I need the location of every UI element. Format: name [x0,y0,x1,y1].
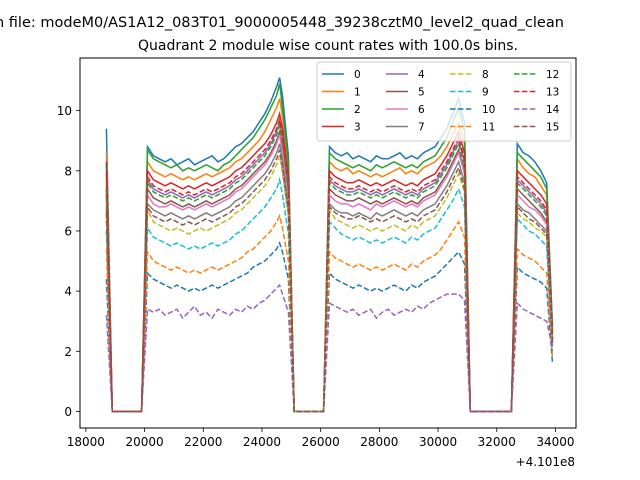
x-tick-label: 20000 [125,435,163,449]
x-axis: 18000 20000 22000 24000 26000 28000 30000 32000… [67,428,575,449]
legend-label-4: 4 [418,69,425,81]
y-tick-label: 8 [64,164,72,178]
y-tick-label: 4 [64,285,72,299]
plot-lines [105,77,554,413]
legend-label-2: 2 [354,104,361,116]
y-axis: 0 2 4 6 8 10 [57,104,80,419]
series-line-12 [105,122,554,413]
legend-label-6: 6 [418,104,425,116]
legend-label-12: 12 [546,69,559,81]
figure-suptitle: n file: modeM0/AS1A12_083T01_9000005448_… [0,15,564,31]
x-offset-label: +4.101e8 [516,455,575,469]
legend-label-1: 1 [354,87,361,99]
y-tick-label: 10 [57,104,72,118]
x-tick-label: 22000 [184,435,222,449]
legend-label-13: 13 [546,87,559,99]
x-tick-label: 28000 [360,435,398,449]
legend-label-14: 14 [546,104,560,116]
plot-frame [79,57,577,429]
legend-label-9: 9 [482,87,489,99]
y-tick-label: 2 [64,345,72,359]
x-tick-label: 18000 [67,435,105,449]
legend-label-0: 0 [354,69,361,81]
legend-label-7: 7 [418,122,425,134]
x-tick-label: 26000 [302,435,340,449]
x-tick-label: 24000 [243,435,281,449]
legend-label-3: 3 [354,122,361,134]
legend-label-8: 8 [482,69,489,81]
series-line-14 [105,283,554,413]
series-line-15 [105,149,554,413]
x-tick-label: 30000 [419,435,457,449]
legend-label-10: 10 [482,104,495,116]
legend-box [316,61,572,142]
legend-label-15: 15 [546,122,559,134]
y-tick-label: 6 [64,224,72,238]
legend-label-5: 5 [418,87,425,99]
chart-title: Quadrant 2 module wise count rates with … [138,38,518,54]
x-tick-label: 34000 [536,435,574,449]
x-tick-label: 32000 [478,435,516,449]
legend-label-11: 11 [482,122,495,134]
y-tick-label: 0 [64,405,72,419]
